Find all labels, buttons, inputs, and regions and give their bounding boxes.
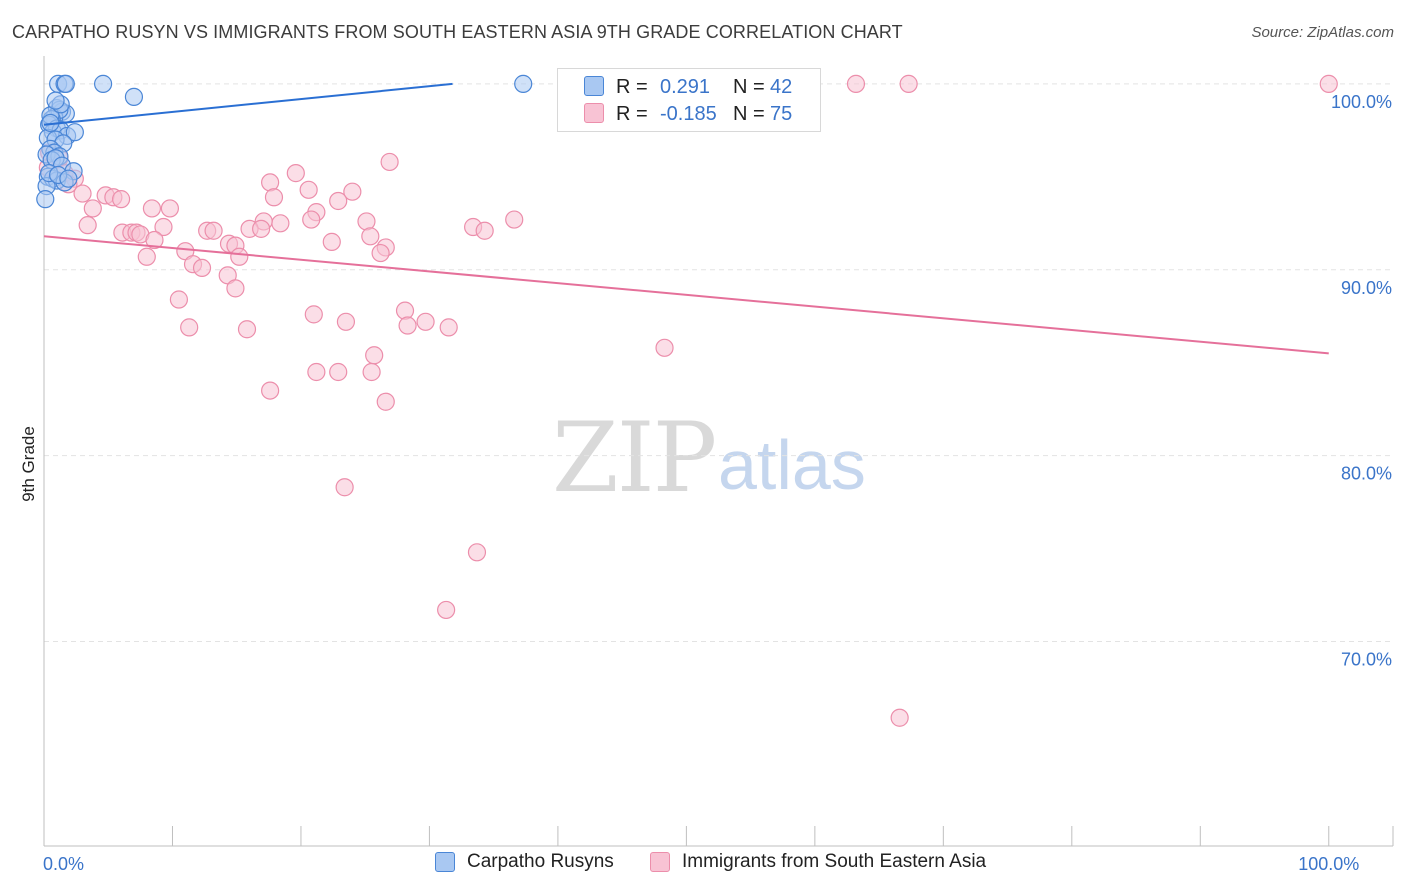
trend-line-immigrants bbox=[43, 235, 1329, 355]
point-immigrants bbox=[307, 362, 326, 382]
legend-item-carpatho[interactable]: Carpatho Rusyns bbox=[435, 851, 614, 873]
point-immigrants bbox=[137, 247, 156, 266]
point-immigrants bbox=[271, 214, 290, 233]
point-carpatho bbox=[59, 169, 78, 188]
point-immigrants bbox=[475, 221, 494, 240]
point-immigrants bbox=[362, 362, 381, 382]
point-immigrants bbox=[371, 243, 390, 263]
legend-label-immigrants: Immigrants from South Eastern Asia bbox=[682, 851, 987, 872]
point-immigrants bbox=[160, 199, 180, 218]
point-immigrants bbox=[329, 362, 348, 382]
point-immigrants bbox=[329, 191, 348, 211]
source-label: Source: ZipAtlas.com bbox=[1251, 24, 1394, 41]
point-immigrants bbox=[439, 318, 458, 337]
point-immigrants bbox=[142, 199, 162, 218]
point-carpatho bbox=[65, 123, 84, 142]
point-immigrants bbox=[261, 173, 280, 192]
point-immigrants bbox=[890, 708, 909, 727]
axis-ticks: 0.0% 100.0% bbox=[43, 826, 1394, 874]
point-carpatho bbox=[514, 74, 533, 93]
point-immigrants bbox=[846, 74, 866, 93]
point-immigrants bbox=[180, 318, 199, 337]
point-carpatho bbox=[124, 87, 144, 106]
legend-r-label: R = bbox=[616, 102, 648, 125]
point-immigrants bbox=[376, 392, 395, 411]
point-immigrants bbox=[192, 258, 212, 278]
legend-item-immigrants[interactable]: Immigrants from South Eastern Asia bbox=[650, 851, 986, 873]
point-immigrants bbox=[395, 301, 415, 320]
point-immigrants bbox=[398, 316, 417, 335]
point-immigrants bbox=[365, 346, 384, 365]
point-carpatho bbox=[56, 74, 75, 93]
point-carpatho bbox=[36, 190, 55, 209]
point-immigrants bbox=[437, 600, 456, 620]
point-immigrants bbox=[357, 212, 376, 231]
point-immigrants bbox=[380, 152, 399, 172]
point-carpatho bbox=[93, 74, 113, 93]
point-immigrants bbox=[416, 312, 435, 331]
legend-swatch-immigrants bbox=[650, 852, 670, 872]
legend-n-label: N = bbox=[733, 102, 765, 125]
correlation-legend: R = 0.291 N = 42 R = -0.185 N = 75 bbox=[557, 68, 821, 132]
legend-n-value: 42 bbox=[770, 75, 793, 98]
legend-swatch-immigrants bbox=[584, 103, 604, 123]
series-carpatho-rusyns-points bbox=[36, 74, 533, 209]
legend-r-value: -0.185 bbox=[660, 102, 717, 125]
x-tick-label: 0.0% bbox=[43, 854, 84, 874]
point-immigrants bbox=[467, 543, 487, 562]
legend-swatch-carpatho bbox=[435, 852, 455, 872]
point-immigrants bbox=[264, 188, 284, 207]
point-immigrants bbox=[335, 478, 354, 497]
y-tick-label: 90.0% bbox=[1341, 278, 1392, 298]
point-immigrants bbox=[204, 221, 223, 240]
point-immigrants bbox=[83, 199, 102, 218]
axes bbox=[43, 56, 1393, 847]
point-immigrants bbox=[361, 227, 380, 246]
point-immigrants bbox=[304, 305, 323, 324]
grid-lines: 100.0% 90.0% 80.0% 70.0% bbox=[44, 83, 1393, 670]
point-immigrants bbox=[111, 190, 131, 209]
legend-swatch-carpatho bbox=[584, 76, 604, 96]
point-immigrants bbox=[237, 320, 257, 339]
point-immigrants bbox=[899, 74, 918, 93]
point-immigrants bbox=[169, 290, 188, 309]
point-immigrants bbox=[78, 216, 97, 235]
legend-label-carpatho: Carpatho Rusyns bbox=[467, 851, 614, 872]
point-immigrants bbox=[261, 381, 280, 400]
point-immigrants bbox=[336, 312, 356, 331]
point-immigrants bbox=[322, 232, 341, 251]
legend-r-label: R = bbox=[616, 75, 648, 98]
point-immigrants bbox=[252, 219, 271, 238]
point-immigrants bbox=[1319, 74, 1338, 93]
point-immigrants bbox=[655, 338, 674, 357]
point-immigrants bbox=[299, 180, 318, 199]
point-immigrants bbox=[286, 164, 305, 183]
chart-title: CARPATHO RUSYN VS IMMIGRANTS FROM SOUTH … bbox=[12, 22, 903, 42]
legend-n-label: N = bbox=[733, 75, 765, 98]
series-immigrants-sea-points bbox=[38, 74, 1338, 727]
point-carpatho bbox=[46, 91, 65, 110]
legend-n-value: 75 bbox=[770, 102, 793, 125]
point-immigrants bbox=[505, 210, 524, 229]
y-axis-label: 9th Grade bbox=[19, 426, 38, 502]
watermark-zip: ZIP bbox=[552, 402, 717, 514]
series-legend: Carpatho Rusyns Immigrants from South Ea… bbox=[0, 851, 1406, 879]
x-tick-label: 100.0% bbox=[1298, 854, 1359, 874]
watermark-atlas: atlas bbox=[718, 426, 866, 504]
legend-r-value: 0.291 bbox=[660, 75, 711, 98]
y-tick-label: 100.0% bbox=[1331, 92, 1392, 112]
point-immigrants bbox=[154, 217, 173, 237]
trend-line-carpatho bbox=[43, 82, 453, 126]
point-immigrants bbox=[226, 279, 245, 298]
point-immigrants bbox=[145, 230, 164, 250]
y-tick-label: 70.0% bbox=[1341, 650, 1392, 670]
y-tick-label: 80.0% bbox=[1341, 464, 1392, 484]
point-immigrants bbox=[230, 247, 249, 266]
point-immigrants bbox=[302, 210, 321, 229]
point-immigrants bbox=[343, 182, 362, 201]
point-immigrants bbox=[73, 184, 92, 203]
trend-lines bbox=[43, 82, 1329, 355]
